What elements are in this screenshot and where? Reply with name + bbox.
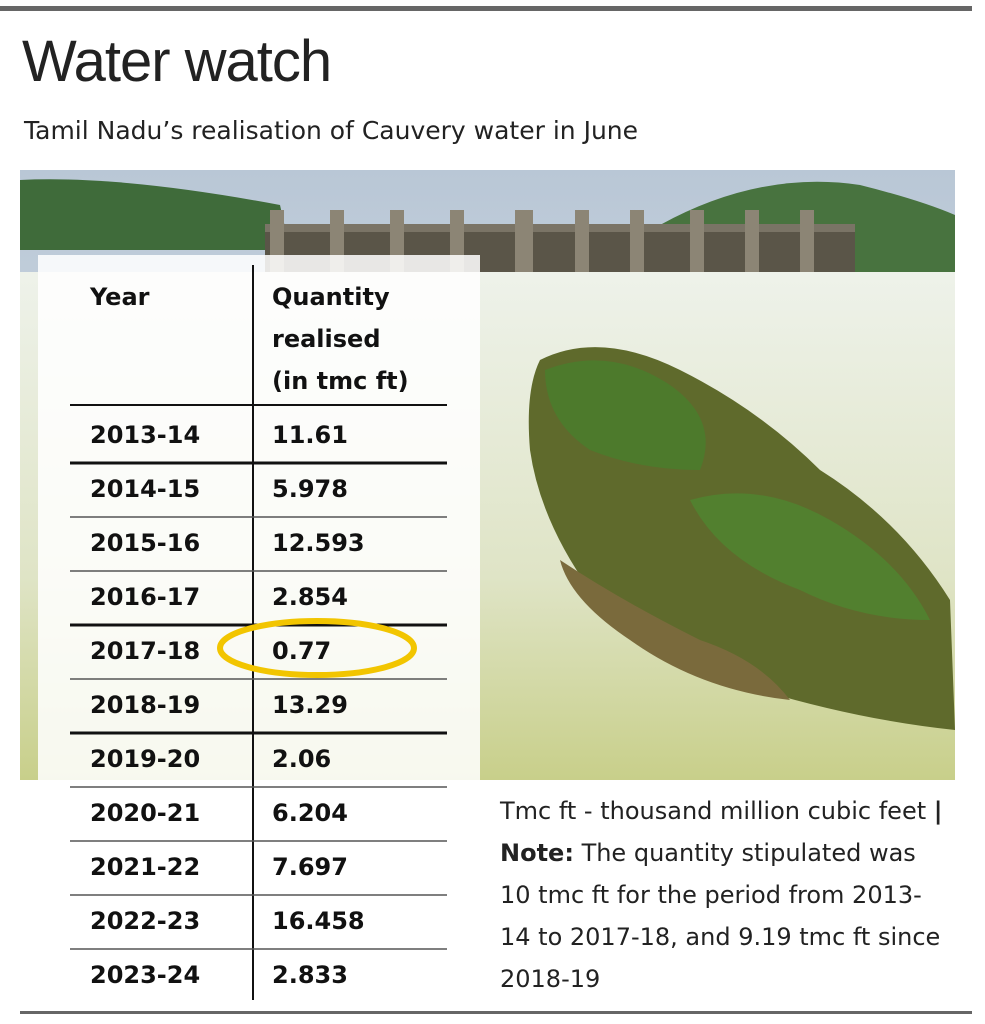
subtitle: Tamil Nadu’s realisation of Cauvery wate… [24, 116, 639, 145]
year-cell: 2017-18 [90, 637, 200, 665]
table: Year Quantity realised (in tmc ft) 2013-14 11… [70, 265, 447, 1000]
quantity-cell: 16.458 [272, 907, 365, 935]
bottom-rule [20, 1011, 972, 1014]
quantity-cell: 12.593 [272, 529, 365, 557]
quantity-cell: 13.29 [272, 691, 348, 719]
year-cell: 2015-16 [90, 529, 200, 557]
highlight [217, 618, 417, 678]
top-rule [0, 6, 972, 11]
year-cell: 2019-20 [90, 745, 200, 773]
quantity-cell: 11.61 [272, 421, 348, 449]
separator: | [933, 797, 943, 825]
note-text: The quantity stipulated was 10 tmc ft fo… [500, 839, 941, 993]
column-header: Quantity realised (in tmc ft) [272, 283, 409, 395]
year-cell: 2020-21 [90, 799, 200, 827]
quantity-cell: 2.854 [272, 583, 348, 611]
year-cell: 2013-14 [90, 421, 200, 449]
quantity-cell: 7.697 [272, 853, 348, 881]
quantity-cell: 5.978 [272, 475, 348, 503]
quantity-cell: 0.77 [272, 637, 331, 665]
quantity-cell: 6.204 [272, 799, 348, 827]
year-cell: 2023-24 [90, 961, 200, 989]
definition: Tmc ft - thousand million cubic feet [500, 797, 927, 825]
footnote: Tmc ft - thousand million cubic feet | N… [500, 790, 950, 1000]
year-cell: 2021-22 [90, 853, 200, 881]
year-cell: 2022-23 [90, 907, 200, 935]
quantity-cell: 2.06 [272, 745, 331, 773]
year-cell: 2014-15 [90, 475, 200, 503]
year-cell: 2018-19 [90, 691, 200, 719]
title: Water watch [22, 29, 332, 94]
column-header: Year [89, 283, 150, 311]
year-cell: 2016-17 [90, 583, 200, 611]
quantity-cell: 2.833 [272, 961, 348, 989]
note-label: Note: [500, 839, 574, 867]
